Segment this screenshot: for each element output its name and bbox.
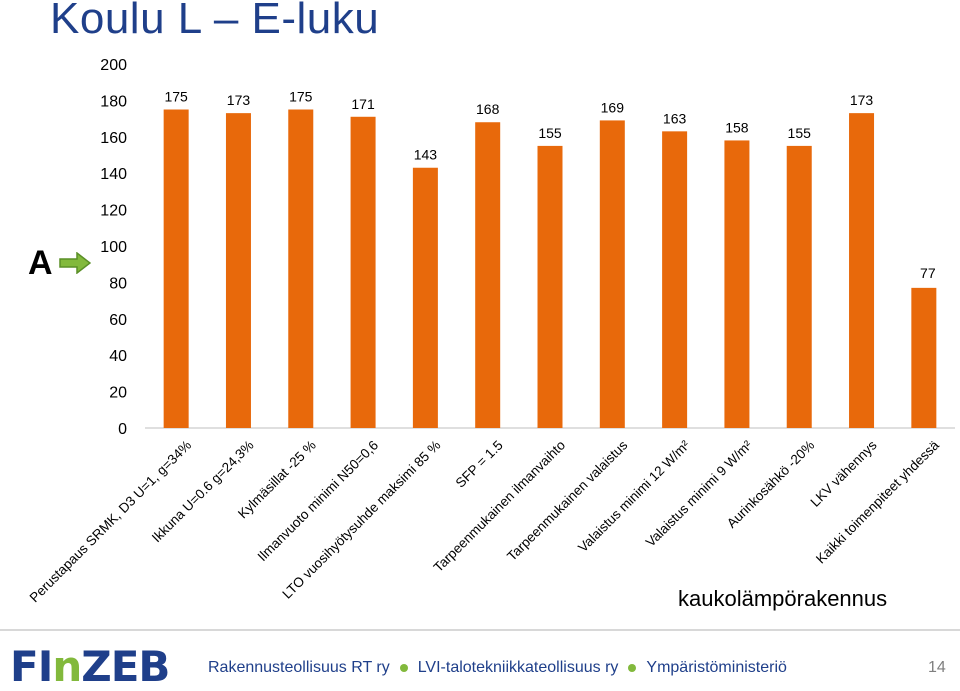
bar [662,131,688,428]
data-label: 169 [601,99,625,115]
y-tick-label: 40 [109,348,127,365]
bar [786,145,812,428]
y-tick-label: 140 [100,166,127,183]
x-tick-label: Ilmanvuoto minimi N50=0,6 [255,438,382,565]
data-label: 173 [227,92,251,108]
y-tick-label: 20 [109,385,127,402]
y-tick-label: 160 [100,130,127,147]
x-tick-label: Valaistus minimi 9 W/m² [643,437,756,550]
data-label: 168 [476,101,500,117]
footer-org: Ympäristöministeriö [646,659,787,676]
bar [412,167,438,429]
data-label: 158 [725,119,749,135]
y-tick-label: 60 [109,312,127,329]
page-number: 14 [928,659,946,676]
bar [225,113,251,428]
slide-title: Koulu L – E-luku [50,0,380,43]
y-tick-label: 80 [109,275,127,292]
data-label: 175 [289,89,313,105]
data-label: 155 [788,125,812,141]
x-tick-label: Ikkuna U=0.6 g=24,3% [149,438,257,546]
y-tick-label: 0 [118,421,127,438]
bar [537,145,563,428]
bullet-dot-icon [399,664,408,672]
data-label: 77 [920,265,936,281]
footer-organizations: Rakennusteollisuus RT ry LVI-talotekniik… [208,659,787,677]
bar [849,113,875,428]
data-labels: 175 173 175 171 143 168 155 169 163 158 155 173 77 [164,89,935,282]
data-label: 163 [663,110,687,126]
building-type-label: kaukolämpörakennus [678,586,888,611]
footer-org: LVI-talotekniikkateollisuus ry [417,659,619,676]
bullet-dot-icon [628,664,637,672]
y-tick-label: 180 [100,93,127,110]
data-label: 175 [164,89,188,105]
bar-series [163,109,937,429]
data-label: 155 [538,125,562,141]
bar [163,109,189,428]
y-tick-labels: 0 20 40 60 80 100 120 140 160 180 200 [100,57,127,438]
x-tick-label: Tarpeenmukainen valaistus [504,437,630,563]
data-label: 173 [850,92,874,108]
footer-org: Rakennusteollisuus RT ry [208,659,390,676]
x-tick-label: SFP = 1.5 [453,438,506,491]
rating-letter: A [28,244,53,282]
x-tick-label: Valaistus minimi 12 W/m² [575,437,693,555]
x-tick-label: Kaikki toimenpiteet yhdessä [813,437,942,566]
arrow-right-icon [58,252,91,274]
bar [599,120,625,429]
x-tick-labels: Perustapaus SRMK, D3 U=1, g=34%Ikkuna U=… [27,437,943,605]
bar [475,122,501,429]
data-label: 171 [351,96,375,112]
footer-divider [0,629,960,631]
bar [724,140,750,428]
y-tick-label: 120 [100,203,127,220]
bar [350,116,376,428]
y-tick-label: 200 [100,57,127,74]
y-tick-label: 100 [100,239,127,256]
data-label: 143 [414,147,438,163]
bar [911,287,937,428]
x-tick-label: Tarpeenmukainen ilmanvaihto [431,438,568,575]
rating-marker: A [28,245,91,281]
bar [288,109,314,428]
finzeb-logo: FInZEB [10,642,170,691]
